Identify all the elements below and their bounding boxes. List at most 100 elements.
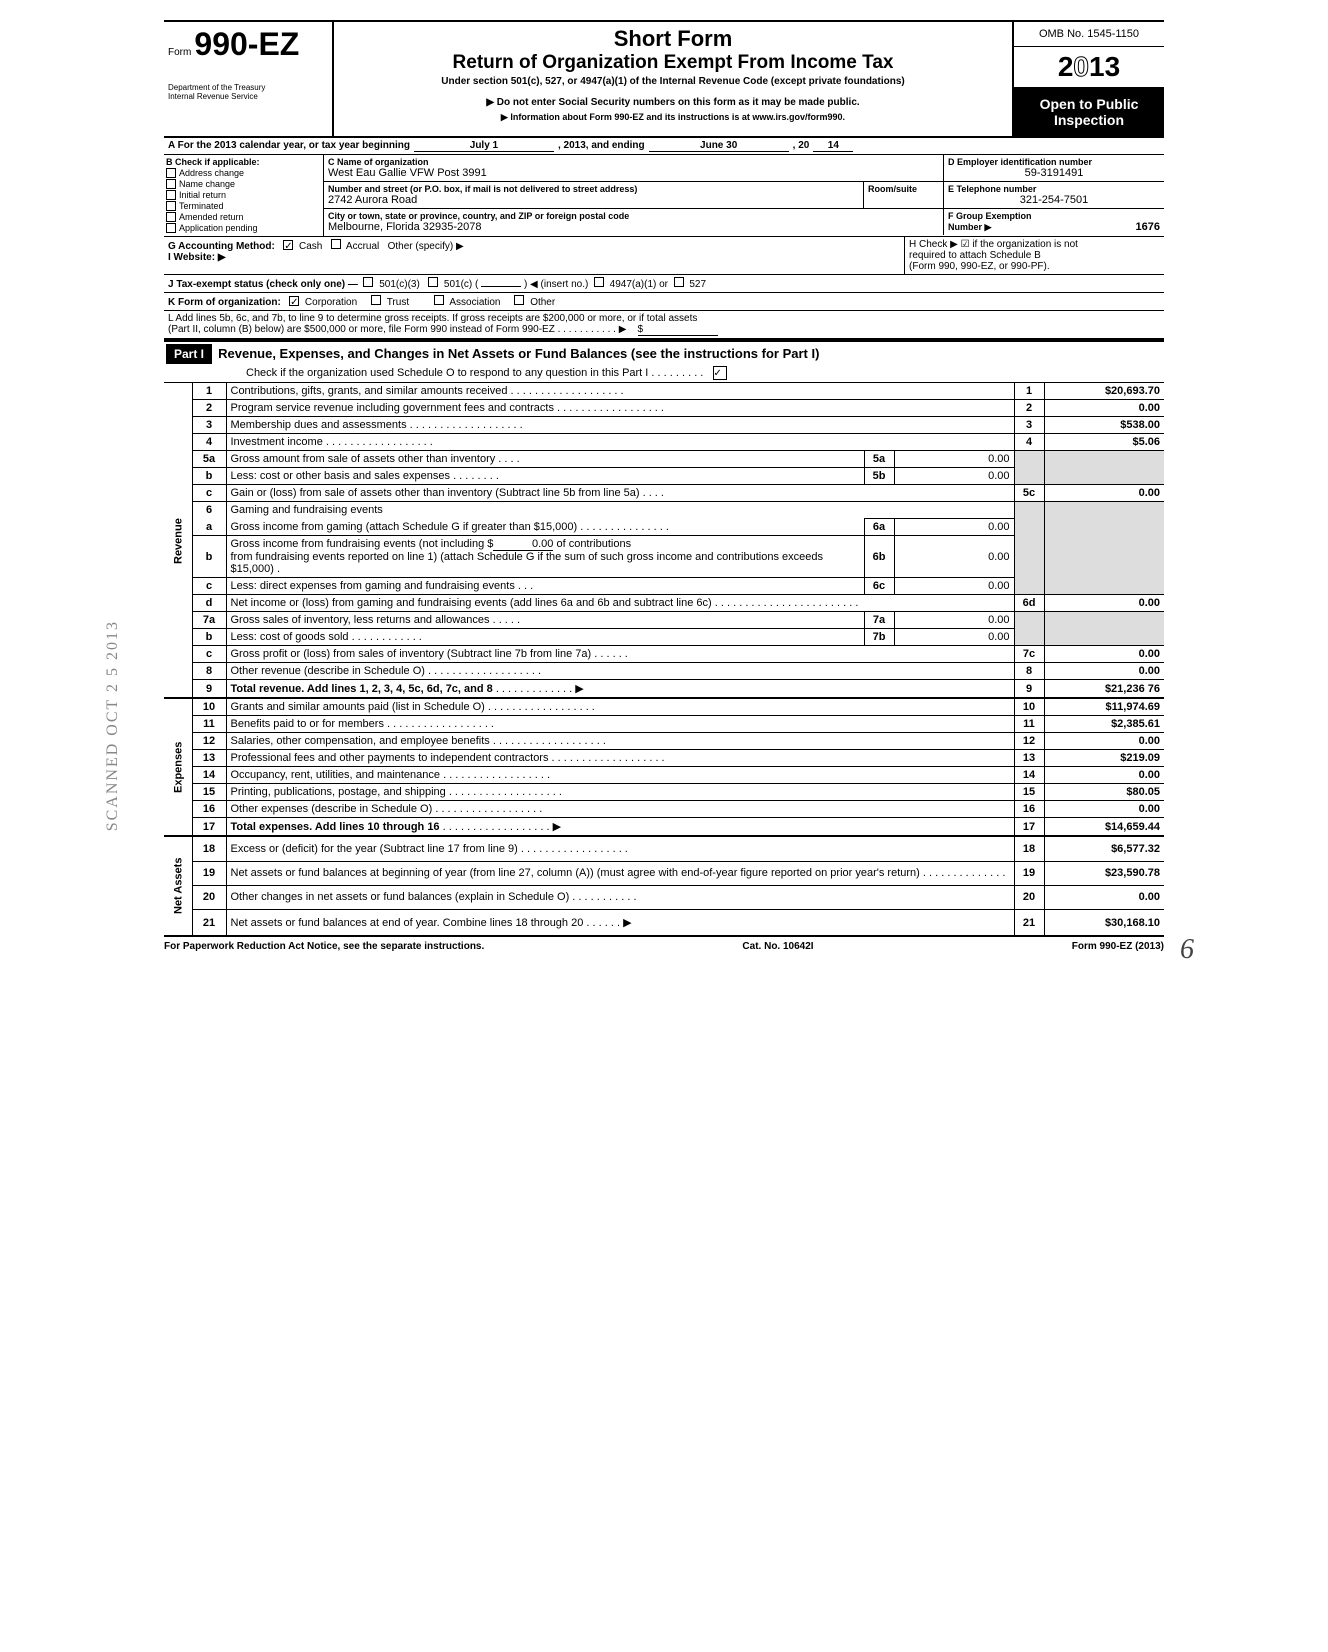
501c3-label: 501(c)(3) [379, 279, 420, 290]
chk-app-pending[interactable]: Application pending [166, 223, 321, 233]
room-label: Room/suite [868, 184, 939, 194]
addr-value: 2742 Aurora Road [328, 194, 859, 206]
group-exempt-label2: Number ▶ [948, 222, 991, 232]
footer-paperwork: For Paperwork Reduction Act Notice, see … [164, 941, 484, 952]
netassets-side-label: Net Assets [164, 836, 192, 936]
irs: Internal Revenue Service [168, 92, 328, 101]
chk-schedule-o[interactable] [713, 366, 727, 380]
line-4: 4 Investment income 4 $5.06 [164, 434, 1164, 451]
info-notice: ▶ Information about Form 990-EZ and its … [342, 112, 1004, 123]
row-a-label: A For the 2013 calendar year, or tax yea… [168, 140, 410, 152]
row-g: G Accounting Method: Cash Accrual Other … [164, 237, 1164, 275]
section-h: H Check ▶ ☑ if the organization is not r… [904, 237, 1164, 274]
row-j: J Tax-exempt status (check only one) — 5… [164, 275, 1164, 293]
insert-no: ) ◀ (insert no.) [524, 279, 588, 290]
other-specify: Other (specify) ▶ [388, 241, 464, 252]
row-a-tax-year: A For the 2013 calendar year, or tax yea… [164, 136, 1164, 155]
form-number: 990-EZ [194, 26, 299, 62]
h-line2: required to attach Schedule B [909, 250, 1160, 261]
org-name-label: C Name of organization [328, 157, 939, 167]
chk-4947[interactable] [594, 277, 604, 287]
part1-table: Revenue 1 Contributions, gifts, grants, … [164, 383, 1164, 937]
addr-label: Number and street (or P.O. box, if mail … [328, 184, 859, 194]
chk-initial-return[interactable]: Initial return [166, 190, 321, 200]
ssn-notice: ▶ Do not enter Social Security numbers o… [342, 97, 1004, 108]
l-line1: L Add lines 5b, 6c, and 7b, to line 9 to… [168, 313, 1160, 324]
chk-address-change[interactable]: Address change [166, 168, 321, 178]
city-value: Melbourne, Florida 32935-2078 [328, 221, 939, 233]
line-11: 11 Benefits paid to or for members 11 $2… [164, 716, 1164, 733]
chk-501c3[interactable] [363, 277, 373, 287]
row-a-yr-prefix: , 20 [793, 140, 810, 152]
chk-accrual[interactable] [331, 239, 341, 249]
corp-label: Corporation [305, 297, 357, 308]
chk-terminated[interactable]: Terminated [166, 201, 321, 211]
expenses-side-label: Expenses [164, 698, 192, 836]
line-5c: c Gain or (loss) from sale of assets oth… [164, 485, 1164, 502]
chk-other-org[interactable] [514, 295, 524, 305]
4947-label: 4947(a)(1) or [610, 279, 668, 290]
phone-label: E Telephone number [948, 184, 1160, 194]
part1-header: Part I Revenue, Expenses, and Changes in… [164, 340, 1164, 383]
chk-corporation[interactable] [289, 296, 299, 306]
short-form-title: Short Form [342, 26, 1004, 52]
form-id-box: Form 990-EZ Department of the Treasury I… [164, 22, 334, 136]
org-name: West Eau Gallie VFW Post 3991 [328, 167, 939, 179]
cash-label: Cash [299, 241, 322, 252]
chk-trust[interactable] [371, 295, 381, 305]
other-org-label: Other [530, 297, 555, 308]
line-21: 21 Net assets or fund balances at end of… [164, 910, 1164, 936]
room-field: Room/suite [864, 182, 944, 208]
chk-501c[interactable] [428, 277, 438, 287]
line-7c: c Gross profit or (loss) from sales of i… [164, 646, 1164, 663]
chk-cash[interactable] [283, 240, 293, 250]
accrual-label: Accrual [346, 241, 379, 252]
line-6d: d Net income or (loss) from gaming and f… [164, 595, 1164, 612]
h-line3: (Form 990, 990-EZ, or 990-PF). [909, 261, 1160, 272]
section-c-wrap: C Name of organization West Eau Gallie V… [324, 155, 1164, 236]
open-public-1: Open to Public [1040, 96, 1139, 112]
line-15: 15 Printing, publications, postage, and … [164, 784, 1164, 801]
website-label: I Website: ▶ [168, 252, 226, 263]
open-public-2: Inspection [1054, 112, 1124, 128]
form-prefix: Form [168, 47, 191, 58]
chk-527[interactable] [674, 277, 684, 287]
line-9: 9 Total revenue. Add lines 1, 2, 3, 4, 5… [164, 680, 1164, 699]
accounting-label: G Accounting Method: [168, 241, 275, 252]
phone-value: 321-254-7501 [948, 194, 1160, 206]
return-title: Return of Organization Exempt From Incom… [342, 52, 1004, 74]
tax-year-end: June 30 [649, 140, 789, 152]
line-12: 12 Salaries, other compensation, and emp… [164, 733, 1164, 750]
group-exempt-value: 1676 [1136, 221, 1160, 233]
line-17: 17 Total expenses. Add lines 10 through … [164, 818, 1164, 837]
527-label: 527 [689, 279, 706, 290]
row-l: L Add lines 5b, 6c, and 7b, to line 9 to… [164, 311, 1164, 340]
l-line2: (Part II, column (B) below) are $500,000… [168, 324, 626, 335]
trust-label: Trust [387, 297, 409, 308]
line-13: 13 Professional fees and other payments … [164, 750, 1164, 767]
part1-check-line: Check if the organization used Schedule … [246, 367, 703, 379]
501c-label: 501(c) ( [444, 279, 478, 290]
part1-label: Part I [166, 344, 212, 364]
section-b-label: B Check if applicable: [166, 157, 321, 167]
tax-year-begin: July 1 [414, 140, 554, 152]
form-990ez: SCANNED OCT 2 5 2013 6 Form 990-EZ Depar… [164, 20, 1164, 956]
assoc-label: Association [449, 297, 500, 308]
chk-name-change[interactable]: Name change [166, 179, 321, 189]
section-d: D Employer identification number 59-3191… [944, 155, 1164, 181]
open-public: Open to Public Inspection [1014, 88, 1164, 136]
k-label: K Form of organization: [168, 297, 281, 308]
chk-association[interactable] [434, 295, 444, 305]
section-e: E Telephone number 321-254-7501 [944, 182, 1164, 208]
section-f: F Group Exemption Number ▶ 1676 [944, 209, 1164, 235]
j-label: J Tax-exempt status (check only one) — [168, 279, 358, 290]
chk-amended[interactable]: Amended return [166, 212, 321, 222]
l-value: $ [638, 324, 718, 336]
line-5a: 5a Gross amount from sale of assets othe… [164, 451, 1164, 468]
section-bcdef: B Check if applicable: Address change Na… [164, 155, 1164, 237]
row-k: K Form of organization: Corporation Trus… [164, 293, 1164, 311]
row-a-mid: , 2013, and ending [558, 140, 645, 152]
line-20: 20 Other changes in net assets or fund b… [164, 885, 1164, 909]
h-line1: H Check ▶ ☑ if the organization is not [909, 239, 1160, 250]
subtitle: Under section 501(c), 527, or 4947(a)(1)… [342, 76, 1004, 87]
